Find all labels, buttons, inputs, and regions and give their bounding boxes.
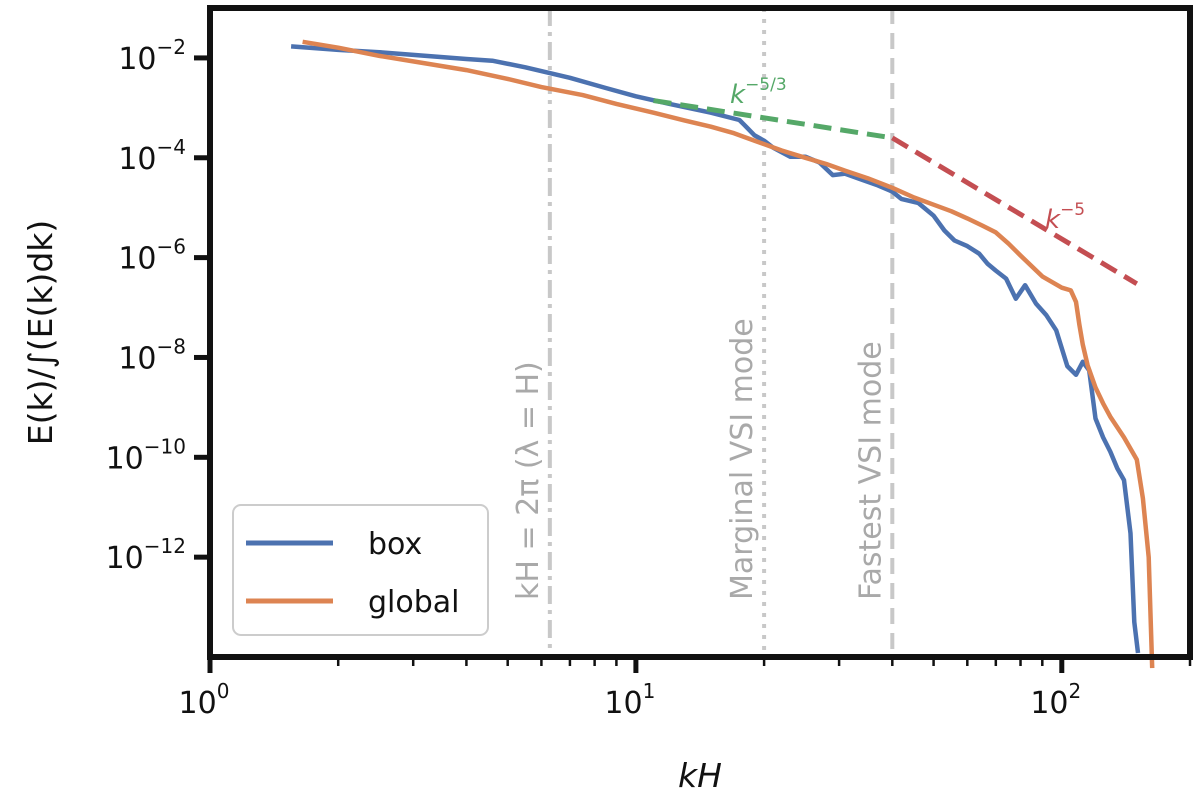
- legend: box global: [232, 504, 489, 636]
- plot-area-frame: [207, 5, 1193, 660]
- x-tick-label-3: 102: [1030, 679, 1081, 721]
- x-axis-ticks: 100 101 102: [179, 657, 1192, 721]
- series-layer: [290, 39, 1155, 669]
- y-tick-label-4: 10−8: [118, 334, 186, 376]
- y-axis-ticks: 10−2 10−4 10−6 10−8 10−10 10−12: [106, 35, 210, 576]
- vertical-line-label-1: kH = 2π (λ = H): [511, 361, 546, 600]
- vertical-reference-lines: kH = 2π (λ = H) Marginal VSI mode Fastest …: [511, 8, 895, 657]
- y-tick-label-3: 10−6: [118, 235, 186, 277]
- x-tick-label-2: 101: [604, 679, 655, 721]
- slope-label-1: k−5/3: [730, 75, 787, 110]
- y-axis-label: E(k)/∫(E(k)dk): [21, 220, 60, 446]
- y-tick-label-2: 10−4: [118, 135, 186, 177]
- slope-label-2: k−5: [1045, 200, 1085, 235]
- series-line-global: [302, 39, 1155, 669]
- legend-label-box: box: [368, 527, 422, 562]
- slope-reference-lines: k−5/3 k−5: [653, 75, 1139, 286]
- vertical-line-label-2: Marginal VSI mode: [725, 318, 760, 600]
- legend-label-global: global: [368, 585, 460, 620]
- vertical-line-label-3: Fastest VSI mode: [853, 341, 888, 600]
- slope-line-2: [891, 135, 1139, 286]
- slope-line-1: [653, 98, 893, 141]
- x-axis-label: kH: [678, 756, 722, 795]
- y-tick-label-1: 10−2: [118, 35, 186, 77]
- y-tick-label-6: 10−12: [106, 534, 186, 576]
- y-tick-label-5: 10−10: [106, 434, 186, 476]
- x-tick-label-1: 100: [179, 679, 230, 721]
